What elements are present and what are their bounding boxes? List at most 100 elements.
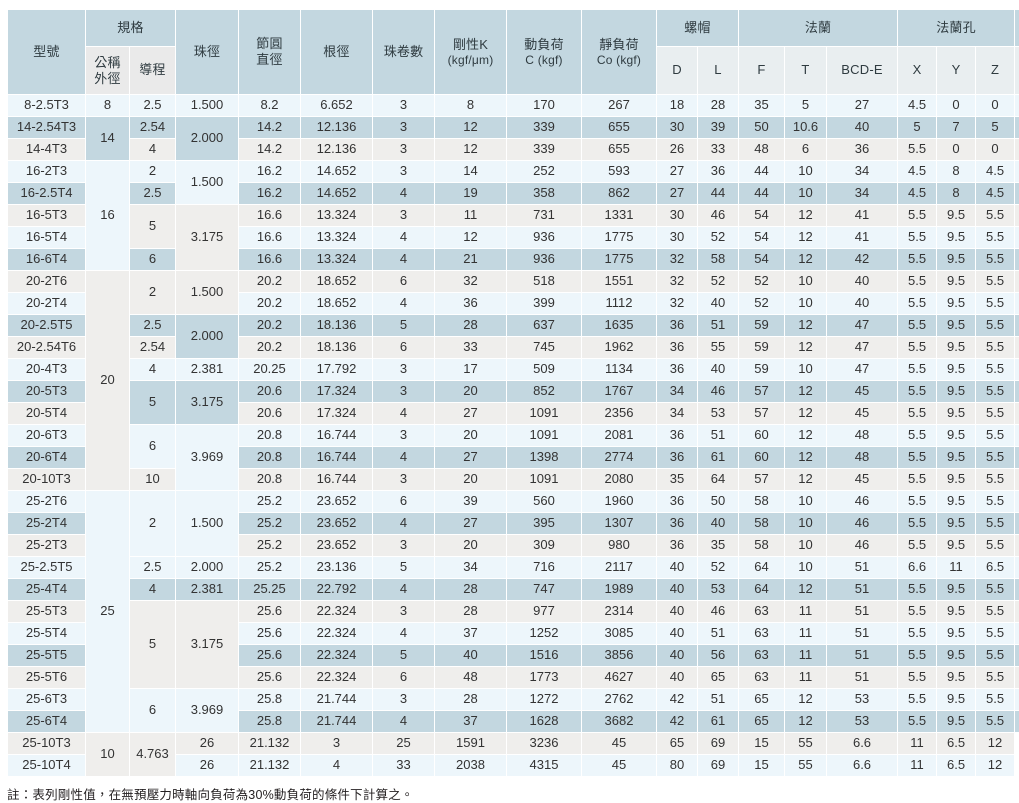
cell-pitch: 20.6 xyxy=(239,381,301,403)
cell-y: 9.5 xyxy=(937,667,976,689)
cell-root: 21.132 xyxy=(239,755,301,777)
cell-y: 9.5 xyxy=(937,271,976,293)
cell-z: 5.5 xyxy=(976,601,1015,623)
cell-bcde: 51 xyxy=(827,557,898,579)
cell-c: 1272 xyxy=(507,689,582,711)
cell-root: 18.136 xyxy=(301,337,373,359)
cell-s: 12 xyxy=(1015,315,1019,337)
cell-c: 1398 xyxy=(507,447,582,469)
cell-c: 1516 xyxy=(507,645,582,667)
cell-y: 9.5 xyxy=(937,205,976,227)
pitch-dia-line2: 直徑 xyxy=(239,52,300,68)
cell-model: 20-6T3 xyxy=(8,425,86,447)
cell-bcde: 36 xyxy=(827,139,898,161)
cell-f: 60 xyxy=(739,447,785,469)
cell-ball-diameter: 1.500 xyxy=(176,95,239,117)
cell-co: 980 xyxy=(582,535,657,557)
cell-turns: 6 xyxy=(373,667,435,689)
cell-z: 5.5 xyxy=(976,513,1015,535)
cell-d: 40 xyxy=(657,601,698,623)
cell-c: 936 xyxy=(507,227,582,249)
cell-ball-diameter: 3.969 xyxy=(176,425,239,491)
cell-l: 53 xyxy=(698,579,739,601)
cell-turns: 3 xyxy=(373,117,435,139)
cell-model: 20-2T6 xyxy=(8,271,86,293)
cell-bcde: 40 xyxy=(827,271,898,293)
cell-bcde: 40 xyxy=(827,293,898,315)
cell-co: 1775 xyxy=(582,249,657,271)
cell-co: 1551 xyxy=(582,271,657,293)
cell-turns: 5 xyxy=(373,315,435,337)
cell-s: 12 xyxy=(1015,293,1019,315)
cell-c: 518 xyxy=(507,271,582,293)
cell-t: 10 xyxy=(785,491,827,513)
cell-f: 59 xyxy=(739,315,785,337)
cell-l: 56 xyxy=(698,645,739,667)
cell-y: 0 xyxy=(937,95,976,117)
cell-d: 32 xyxy=(657,271,698,293)
col-header-contact-s: S xyxy=(1015,47,1019,95)
cell-co: 1331 xyxy=(582,205,657,227)
cell-co: 1989 xyxy=(582,579,657,601)
cell-pitch: 25.6 xyxy=(239,601,301,623)
cell-bcde: 47 xyxy=(827,359,898,381)
cell-bcde: 53 xyxy=(827,689,898,711)
cell-x: 5.5 xyxy=(898,425,937,447)
cell-pitch: 16.6 xyxy=(239,205,301,227)
cell-t: 10 xyxy=(785,183,827,205)
cell-l: 51 xyxy=(698,315,739,337)
cell-x: 5.5 xyxy=(898,623,937,645)
cell-z: 5.5 xyxy=(976,381,1015,403)
cell-f: 44 xyxy=(739,183,785,205)
cell-l: 33 xyxy=(698,139,739,161)
cell-pitch: 16.6 xyxy=(239,249,301,271)
cell-turns: 3 xyxy=(373,425,435,447)
cell-co: 862 xyxy=(582,183,657,205)
cell-x: 5.5 xyxy=(898,667,937,689)
cell-model: 14-4T3 xyxy=(8,139,86,161)
cell-pitch: 26 xyxy=(176,755,239,777)
cell-lead: 4 xyxy=(130,579,176,601)
cell-pitch: 20.25 xyxy=(239,359,301,381)
cell-pitch: 26 xyxy=(176,733,239,755)
cell-l: 44 xyxy=(698,183,739,205)
cell-pitch: 16.6 xyxy=(239,227,301,249)
cell-t: 12 xyxy=(785,315,827,337)
cell-k: 19 xyxy=(435,183,507,205)
cell-bcde: 34 xyxy=(827,161,898,183)
cell-y: 9.5 xyxy=(937,601,976,623)
cell-s: 0 xyxy=(1015,161,1019,183)
cell-d: 32 xyxy=(657,249,698,271)
cell-d: 36 xyxy=(657,447,698,469)
cell-z: 6.5 xyxy=(976,557,1015,579)
cell-x: 5.5 xyxy=(898,447,937,469)
cell-z: 5 xyxy=(976,117,1015,139)
cell-z: 4.5 xyxy=(976,161,1015,183)
cell-bcde: 48 xyxy=(827,447,898,469)
cell-nominal-diameter: 16 xyxy=(86,161,130,271)
cell-turns: 4 xyxy=(373,623,435,645)
cell-c: 1091 xyxy=(507,425,582,447)
cell-ball-diameter: 3.175 xyxy=(176,381,239,425)
cell-l: 64 xyxy=(698,469,739,491)
cell-f: 63 xyxy=(739,623,785,645)
cell-pitch: 25.6 xyxy=(239,667,301,689)
cell-f: 63 xyxy=(739,601,785,623)
cell-f: 54 xyxy=(739,205,785,227)
cell-ball-diameter: 3.175 xyxy=(176,205,239,271)
cell-s: 10 xyxy=(1015,623,1019,645)
cell-c: 1773 xyxy=(507,667,582,689)
cell-lead: 6 xyxy=(130,689,176,733)
cell-model: 25-10T4 xyxy=(8,755,86,777)
cell-f: 48 xyxy=(739,139,785,161)
cell-y: 11 xyxy=(898,755,937,777)
cell-f: 57 xyxy=(739,403,785,425)
header-row-top: 型號 規格 珠徑 節圓 直徑 根徑 珠卷數 剛性K (kgf/μm) 動負荷 C… xyxy=(8,10,1019,47)
cell-s: 12 xyxy=(976,755,1015,777)
cell-c: 560 xyxy=(507,491,582,513)
cell-model: 25-2.5T5 xyxy=(8,557,86,579)
cell-z: 5.5 xyxy=(976,425,1015,447)
cell-c: 1628 xyxy=(507,711,582,733)
cell-root: 16.744 xyxy=(301,447,373,469)
